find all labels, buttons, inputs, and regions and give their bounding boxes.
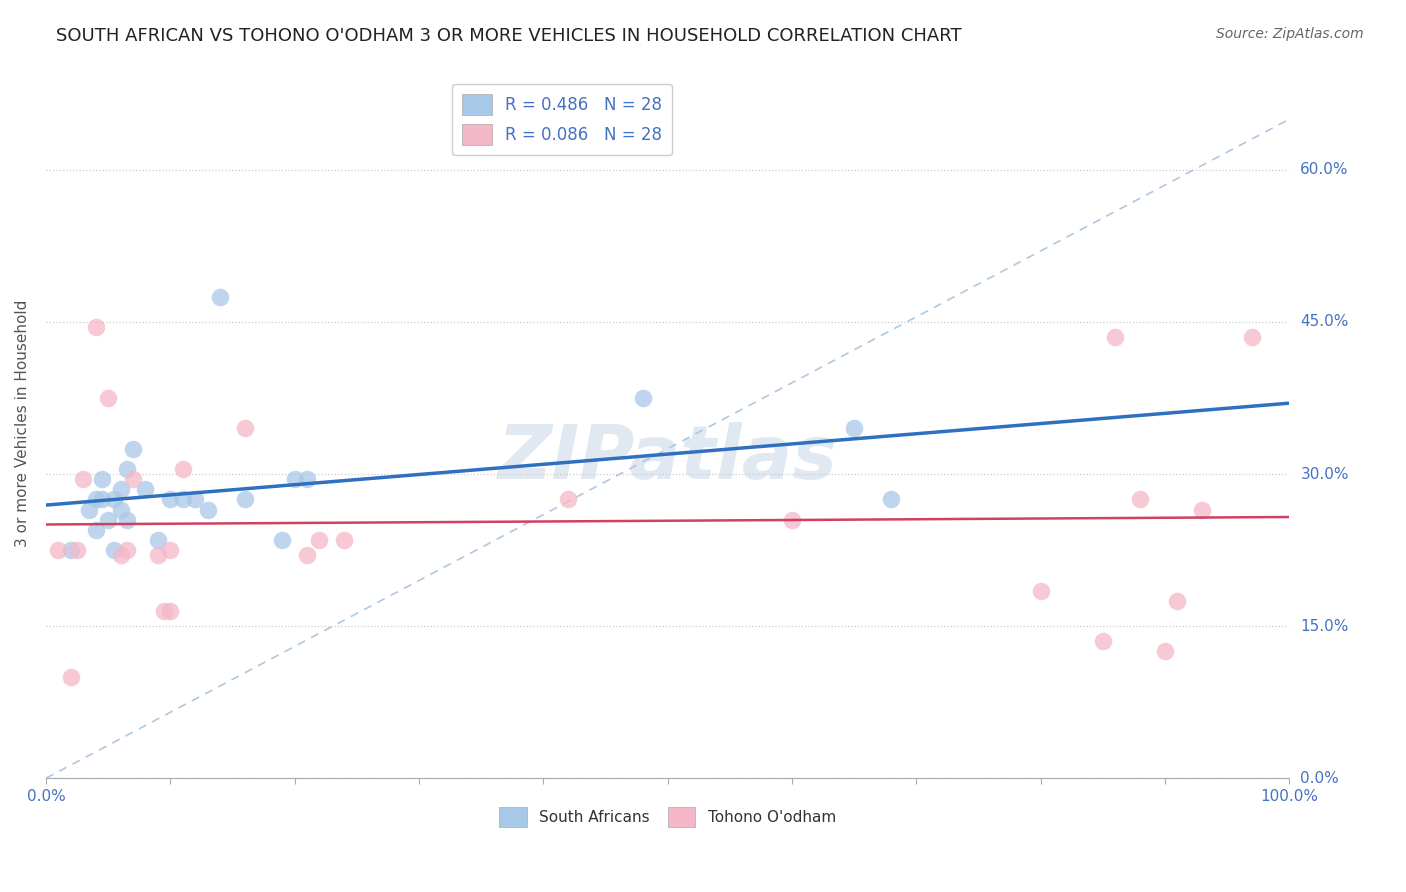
- Point: [1166, 594, 1188, 608]
- Point: [159, 543, 181, 558]
- Point: [208, 290, 231, 304]
- Point: [842, 421, 865, 435]
- Point: [90, 492, 112, 507]
- Point: [233, 492, 256, 507]
- Point: [333, 533, 356, 547]
- Text: 15.0%: 15.0%: [1301, 619, 1348, 633]
- Point: [159, 492, 181, 507]
- Text: 0.0%: 0.0%: [1301, 771, 1339, 786]
- Point: [172, 462, 194, 476]
- Point: [110, 548, 132, 562]
- Text: ZIPatlas: ZIPatlas: [498, 422, 838, 495]
- Point: [1104, 330, 1126, 344]
- Point: [59, 670, 82, 684]
- Legend: South Africans, Tohono O'odham: South Africans, Tohono O'odham: [492, 799, 844, 834]
- Point: [233, 421, 256, 435]
- Point: [153, 604, 176, 618]
- Point: [557, 492, 579, 507]
- Point: [110, 483, 132, 497]
- Point: [72, 472, 94, 486]
- Point: [172, 492, 194, 507]
- Point: [97, 391, 120, 405]
- Point: [84, 320, 107, 334]
- Point: [97, 513, 120, 527]
- Point: [90, 472, 112, 486]
- Point: [197, 502, 219, 516]
- Point: [271, 533, 294, 547]
- Point: [295, 472, 318, 486]
- Point: [1240, 330, 1263, 344]
- Point: [159, 604, 181, 618]
- Point: [1154, 644, 1177, 658]
- Point: [84, 523, 107, 537]
- Point: [122, 472, 145, 486]
- Point: [284, 472, 307, 486]
- Text: 45.0%: 45.0%: [1301, 315, 1348, 329]
- Point: [1129, 492, 1152, 507]
- Point: [59, 543, 82, 558]
- Point: [79, 502, 101, 516]
- Point: [1029, 583, 1052, 598]
- Point: [110, 502, 132, 516]
- Text: SOUTH AFRICAN VS TOHONO O'ODHAM 3 OR MORE VEHICLES IN HOUSEHOLD CORRELATION CHAR: SOUTH AFRICAN VS TOHONO O'ODHAM 3 OR MOR…: [56, 27, 962, 45]
- Text: Source: ZipAtlas.com: Source: ZipAtlas.com: [1216, 27, 1364, 41]
- Point: [122, 442, 145, 456]
- Point: [184, 492, 207, 507]
- Point: [103, 543, 125, 558]
- Point: [134, 483, 156, 497]
- Point: [1191, 502, 1213, 516]
- Point: [115, 513, 138, 527]
- Point: [308, 533, 330, 547]
- Point: [295, 548, 318, 562]
- Point: [880, 492, 903, 507]
- Point: [146, 548, 169, 562]
- Point: [631, 391, 654, 405]
- Text: 60.0%: 60.0%: [1301, 162, 1348, 178]
- Point: [115, 543, 138, 558]
- Text: 30.0%: 30.0%: [1301, 467, 1348, 482]
- Point: [146, 533, 169, 547]
- Point: [66, 543, 89, 558]
- Point: [103, 492, 125, 507]
- Point: [115, 462, 138, 476]
- Point: [780, 513, 803, 527]
- Y-axis label: 3 or more Vehicles in Household: 3 or more Vehicles in Household: [15, 300, 30, 547]
- Point: [84, 492, 107, 507]
- Point: [48, 543, 70, 558]
- Point: [1091, 634, 1114, 648]
